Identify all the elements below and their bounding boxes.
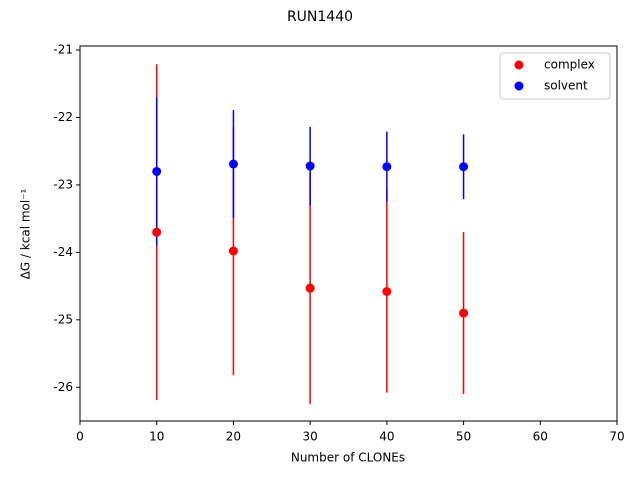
- x-tick-label: 30: [303, 430, 318, 444]
- y-tick-label: -24: [53, 245, 73, 259]
- point: [305, 283, 315, 293]
- point: [152, 227, 162, 237]
- x-axis-label: Number of CLONEs: [291, 451, 405, 465]
- x-tick-label: 50: [456, 430, 471, 444]
- point: [382, 287, 392, 297]
- point: [459, 162, 469, 172]
- legend-marker: [514, 81, 524, 91]
- x-tick-label: 20: [226, 430, 241, 444]
- y-tick-label: -23: [53, 177, 73, 191]
- x-tick-label: 40: [379, 430, 394, 444]
- point: [459, 308, 469, 318]
- legend-label: complex: [544, 58, 595, 72]
- y-tick-label: -22: [53, 110, 73, 124]
- legend-marker: [514, 60, 524, 70]
- point: [228, 159, 238, 169]
- y-tick-label: -26: [53, 380, 73, 394]
- chart-title: RUN1440: [287, 9, 353, 25]
- point: [228, 246, 238, 256]
- x-tick-label: 60: [533, 430, 548, 444]
- x-tick-label: 10: [149, 430, 164, 444]
- x-tick-label: 0: [76, 430, 84, 444]
- y-tick-label: -21: [53, 43, 73, 57]
- y-tick-label: -25: [53, 312, 73, 326]
- legend-label: solvent: [544, 79, 588, 93]
- y-axis-label: ΔG / kcal mol⁻¹: [19, 188, 33, 279]
- point: [305, 161, 315, 171]
- point: [152, 166, 162, 176]
- legend-box: [499, 52, 611, 100]
- point: [382, 162, 392, 172]
- x-tick-label: 70: [609, 430, 624, 444]
- plot-frame: [79, 45, 618, 422]
